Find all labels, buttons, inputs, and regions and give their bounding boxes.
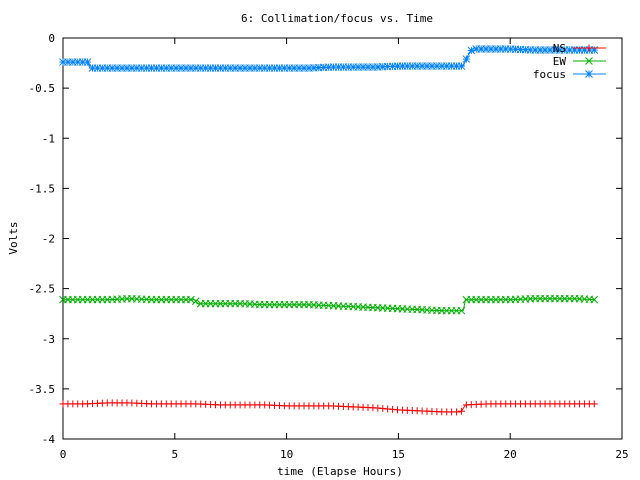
data-point [590, 400, 598, 408]
series-line [63, 298, 596, 312]
x-tick-label: 20 [504, 448, 517, 461]
y-tick-label: -2 [42, 233, 55, 246]
data-point [457, 62, 466, 70]
x-tick-label: 5 [171, 448, 178, 461]
series-ns [59, 399, 598, 416]
y-axis-ticks: 0 -0.5 -1 -1.5 -2 -2.5 -3 -3.5 -4 [29, 32, 622, 446]
x-tick-label: 10 [280, 448, 293, 461]
data-point [83, 58, 92, 66]
y-tick-label: -2.5 [29, 283, 56, 296]
y-tick-label: -4 [42, 433, 56, 446]
data-point [187, 295, 195, 304]
data-point [191, 297, 200, 306]
y-tick-label: -1 [42, 132, 55, 145]
x-axis-label: time (Elapse Hours) [277, 465, 403, 478]
legend-swatch-marker [585, 44, 593, 52]
data-point [590, 295, 599, 304]
x-tick-label: 15 [392, 448, 405, 461]
y-tick-label: -1.5 [29, 182, 56, 195]
x-tick-label: 25 [615, 448, 628, 461]
series-focus [59, 45, 599, 72]
chart-title: 6: Collimation/focus vs. Time [241, 12, 433, 25]
x-tick-label: 0 [60, 448, 67, 461]
series-group [59, 45, 599, 416]
y-axis-label: Volts [7, 221, 20, 254]
legend-label: EW [553, 55, 567, 68]
data-point [467, 46, 476, 55]
legend-swatch-marker [585, 57, 593, 65]
data-point [457, 407, 465, 415]
data-point [457, 306, 466, 315]
legend-label: focus [533, 68, 566, 81]
y-tick-label: 0 [48, 32, 55, 45]
y-tick-label: -0.5 [29, 82, 56, 95]
series-ew [59, 294, 599, 315]
data-point [462, 55, 471, 63]
x-axis-ticks: 0 5 10 15 20 25 [60, 38, 629, 461]
legend-label: NS [553, 42, 566, 55]
y-tick-label: -3.5 [29, 383, 56, 396]
y-tick-label: -3 [42, 333, 55, 346]
data-point [453, 408, 461, 416]
legend-swatch-marker [585, 70, 593, 78]
plot-frame [62, 37, 623, 440]
